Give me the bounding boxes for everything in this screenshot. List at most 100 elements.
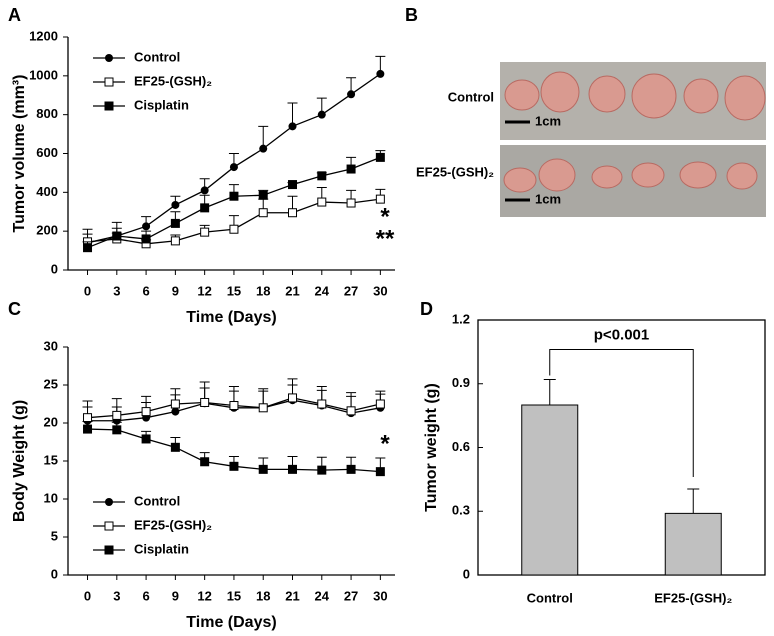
marker <box>171 200 180 209</box>
annotation: * <box>380 203 390 230</box>
x-tick-label: 24 <box>315 283 330 298</box>
marker <box>170 399 180 409</box>
marker <box>112 231 122 241</box>
marker <box>170 442 180 452</box>
panel-letter: D <box>420 299 433 319</box>
marker <box>229 163 238 172</box>
row-label: EF25-(GSH)₂ <box>416 164 494 179</box>
legend-label: Cisplatin <box>134 97 189 112</box>
x-tick-label: Control <box>527 590 573 605</box>
marker <box>317 171 327 181</box>
x-tick-label: 30 <box>373 283 387 298</box>
annotation: * <box>380 430 390 457</box>
marker <box>317 110 326 119</box>
x-tick-label: 3 <box>113 588 120 603</box>
marker <box>375 467 385 477</box>
marker <box>376 69 385 78</box>
x-tick-label: 3 <box>113 283 120 298</box>
panel-letter: B <box>405 5 418 25</box>
marker <box>346 198 356 208</box>
marker <box>142 222 151 231</box>
marker <box>229 461 239 471</box>
y-tick-label: 10 <box>44 490 58 505</box>
legend-marker <box>104 77 114 87</box>
marker <box>288 180 298 190</box>
marker <box>229 224 239 234</box>
y-tick-label: 600 <box>36 145 58 160</box>
marker <box>375 194 385 204</box>
x-tick-label: 18 <box>256 588 270 603</box>
marker <box>258 208 268 218</box>
marker <box>317 465 327 475</box>
y-axis-title: Tumor weight (g) <box>423 383 440 512</box>
marker <box>229 191 239 201</box>
x-tick-label: 21 <box>285 283 299 298</box>
marker <box>288 208 298 218</box>
y-axis-title: Tumor volume (mm³) <box>11 75 28 233</box>
x-tick-label: 27 <box>344 283 358 298</box>
x-tick-label: 15 <box>227 283 241 298</box>
marker <box>200 397 210 407</box>
y-tick-label: 1000 <box>29 67 58 82</box>
marker <box>200 203 210 213</box>
x-tick-label: 30 <box>373 588 387 603</box>
x-tick-label: 9 <box>172 588 179 603</box>
marker <box>317 399 327 409</box>
panel-letter: C <box>8 299 21 319</box>
x-axis-title: Time (Days) <box>186 309 276 326</box>
photo-panel: 1cm 1cm Control EF25-(GSH)₂ B <box>405 5 766 217</box>
marker <box>288 122 297 131</box>
y-tick-label: 400 <box>36 184 58 199</box>
y-tick-label: 200 <box>36 223 58 238</box>
x-tick-label: 12 <box>197 283 211 298</box>
y-tick-label: 15 <box>44 452 58 467</box>
marker <box>346 164 356 174</box>
legend-label: EF25-(GSH)₂ <box>134 73 212 88</box>
marker <box>141 434 151 444</box>
marker <box>83 413 93 423</box>
x-tick-label: 27 <box>344 588 358 603</box>
x-tick-label: 24 <box>315 588 330 603</box>
y-tick-label: 5 <box>51 528 58 543</box>
x-tick-label: 0 <box>84 283 91 298</box>
marker <box>229 401 239 411</box>
scale-label: 1cm <box>535 113 561 128</box>
marker <box>171 407 180 416</box>
marker <box>288 393 298 403</box>
x-axis-title: Time (Days) <box>186 614 276 631</box>
annotation: p<0.001 <box>594 326 649 343</box>
error-bar <box>687 488 700 514</box>
y-tick-label: 0 <box>51 566 58 581</box>
row-label: Control <box>448 89 494 104</box>
legend-label: Control <box>134 493 180 508</box>
marker <box>200 227 210 237</box>
marker <box>83 243 93 253</box>
marker <box>346 406 356 416</box>
x-tick-label: 18 <box>256 283 270 298</box>
y-tick-label: 30 <box>44 338 58 353</box>
legend-marker <box>104 521 114 531</box>
significance-bracket <box>549 349 694 477</box>
legend-label: Control <box>134 49 180 64</box>
marker <box>112 425 122 435</box>
x-tick-label: 15 <box>227 588 241 603</box>
y-tick-label: 800 <box>36 106 58 121</box>
marker <box>170 218 180 228</box>
marker <box>258 403 268 413</box>
annotation: ** <box>376 225 395 252</box>
tumors <box>503 71 766 193</box>
marker <box>346 464 356 474</box>
x-tick-label: 6 <box>142 283 149 298</box>
marker <box>347 90 356 99</box>
y-tick-label: 1.2 <box>452 311 470 326</box>
panel-letter: A <box>8 5 21 25</box>
scale-label: 1cm <box>535 191 561 206</box>
y-tick-label: 0 <box>463 566 470 581</box>
marker <box>200 186 209 195</box>
x-tick-label: 9 <box>172 283 179 298</box>
legend-marker <box>105 498 113 506</box>
y-tick-label: 0 <box>51 261 58 276</box>
marker <box>317 197 327 207</box>
marker <box>112 410 122 420</box>
